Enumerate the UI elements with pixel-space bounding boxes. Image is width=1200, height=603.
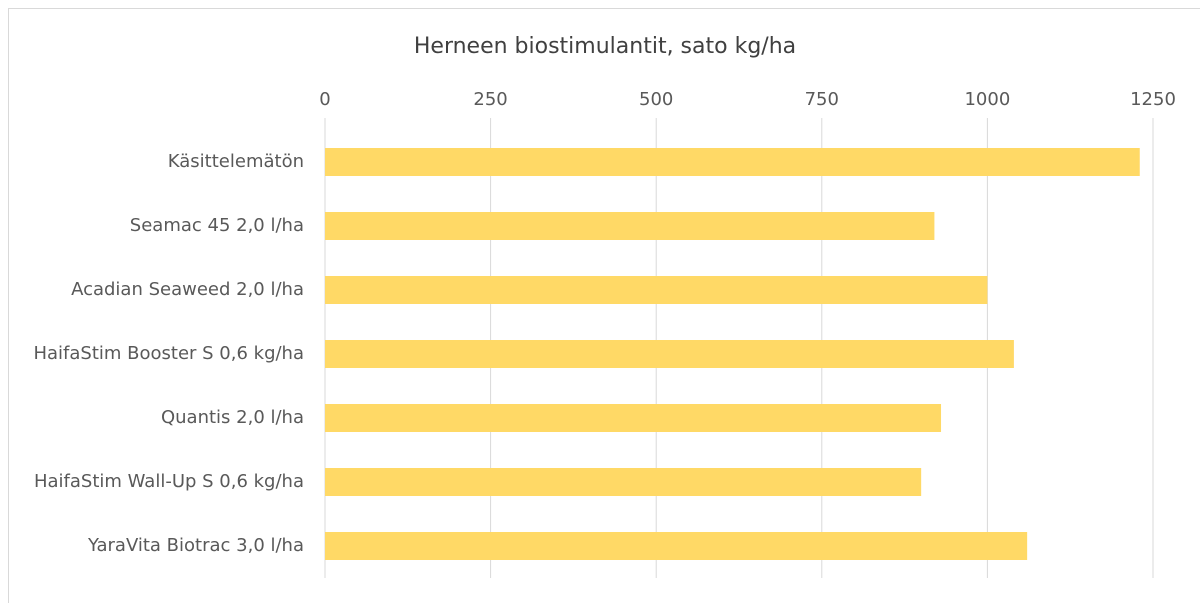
x-tick-label: 1000 — [964, 89, 1010, 110]
bar — [325, 276, 988, 304]
bar — [325, 468, 922, 496]
chart-title: Herneen biostimulantit, sato kg/ha — [414, 34, 796, 59]
bar — [325, 212, 935, 240]
bar — [325, 340, 1014, 368]
x-tick-label: 1250 — [1130, 89, 1176, 110]
bar — [325, 404, 942, 432]
x-tick-label: 0 — [319, 89, 330, 110]
x-tick-label: 500 — [639, 89, 673, 110]
y-tick-label: Käsittelemätön — [168, 151, 304, 172]
y-tick-label: Seamac 45 2,0 l/ha — [130, 215, 304, 236]
y-tick-label: HaifaStim Booster S 0,6 kg/ha — [33, 343, 304, 364]
x-tick-label: 250 — [473, 89, 507, 110]
bar — [325, 532, 1028, 560]
chart-border — [8, 8, 1200, 603]
bar — [325, 148, 1140, 176]
y-tick-label: HaifaStim Wall-Up S 0,6 kg/ha — [34, 471, 304, 492]
y-tick-label: YaraVita Biotrac 3,0 l/ha — [87, 535, 304, 556]
x-tick-label: 750 — [805, 89, 839, 110]
y-tick-label: Quantis 2,0 l/ha — [161, 407, 304, 428]
y-tick-label: Acadian Seaweed 2,0 l/ha — [71, 279, 304, 300]
